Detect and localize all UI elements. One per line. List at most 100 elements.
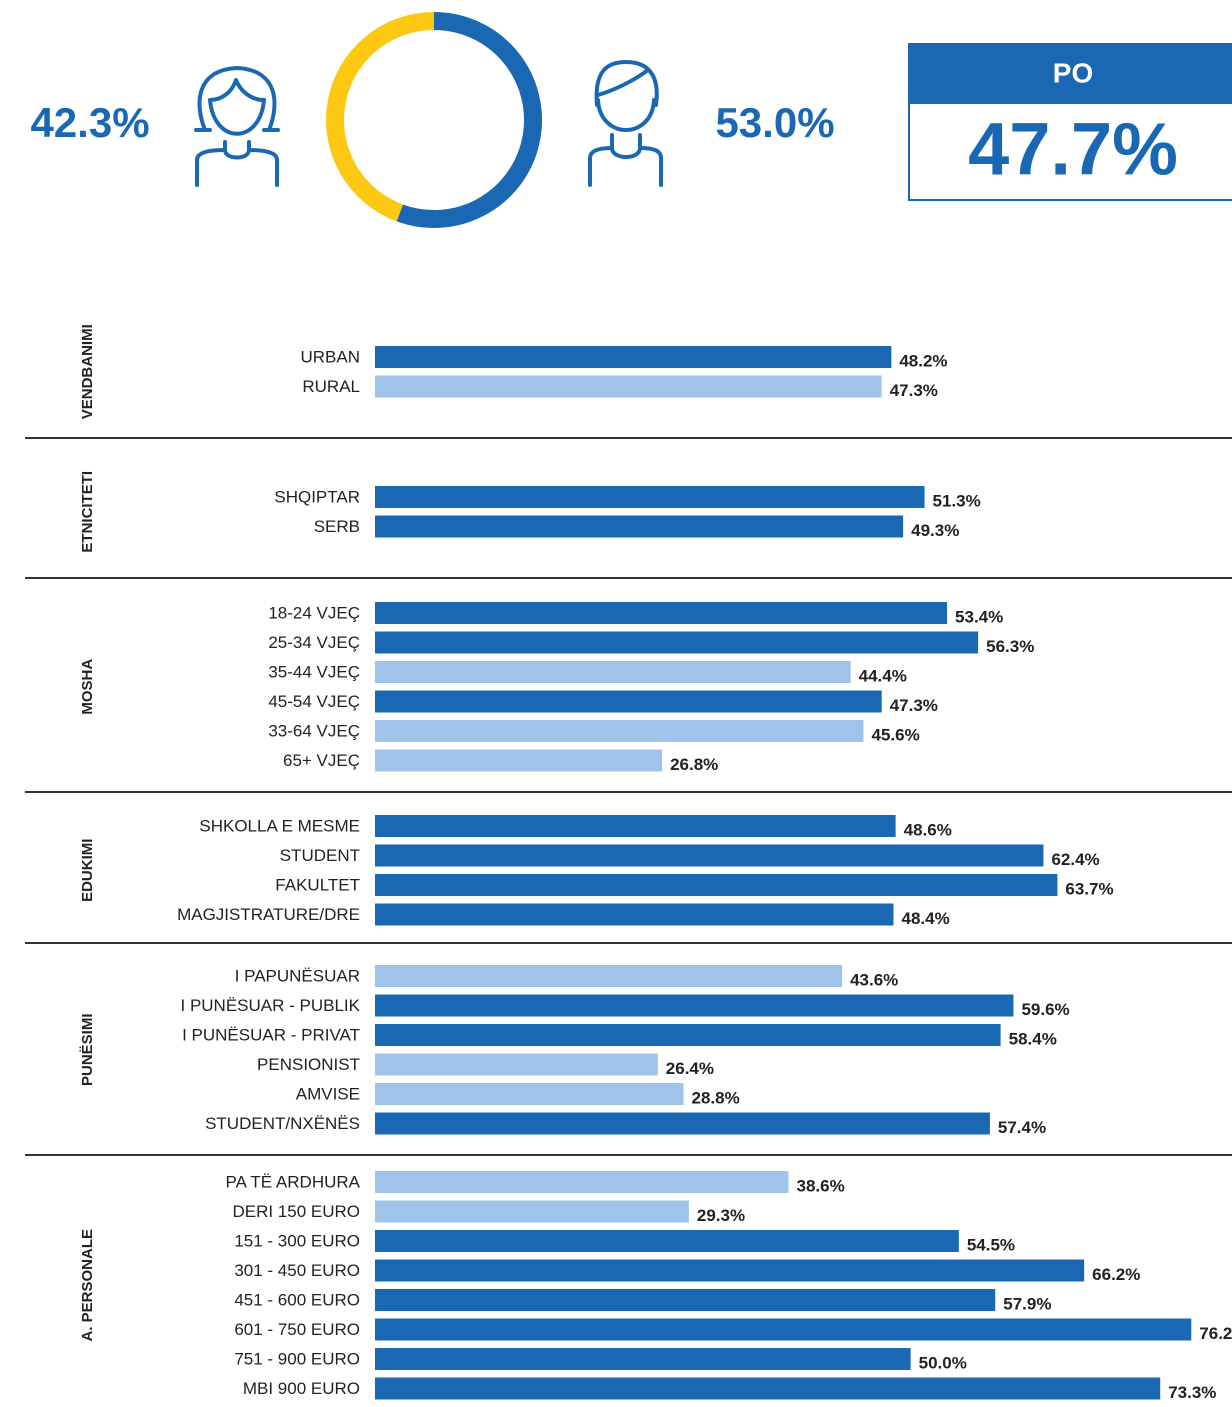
value-label: 73.3% xyxy=(1168,1383,1216,1402)
donut-female xyxy=(326,12,435,222)
bar xyxy=(375,1289,996,1311)
value-label: 62.4% xyxy=(1051,850,1099,869)
category-label: I PAPUNËSUAR xyxy=(235,966,360,985)
value-label: 26.4% xyxy=(666,1059,714,1078)
female-icon xyxy=(194,66,280,187)
bar xyxy=(375,515,904,538)
category-label: 65+ VJEÇ xyxy=(283,751,360,770)
category-label: 601 - 750 EURO xyxy=(234,1320,360,1339)
value-label: 76.2% xyxy=(1199,1324,1232,1343)
bar xyxy=(375,1377,1161,1400)
value-label: 54.5% xyxy=(967,1235,1015,1254)
value-label: 47.3% xyxy=(890,381,938,400)
value-label: 47.3% xyxy=(890,696,938,715)
group-label: PUNËSIMI xyxy=(79,1013,96,1086)
bar xyxy=(375,690,882,713)
bar xyxy=(375,1083,684,1105)
po-box xyxy=(908,104,1232,201)
bar xyxy=(375,720,864,742)
category-label: MAGJISTRATURE/DRE xyxy=(177,905,360,924)
category-label: 45-54 VJEÇ xyxy=(268,692,360,711)
category-label: RURAL xyxy=(302,377,360,396)
category-label: STUDENT/NXËNËS xyxy=(205,1114,360,1133)
group-label: ETNICITETI xyxy=(79,471,96,553)
group-label: MOSHA xyxy=(79,659,96,715)
category-label: 35-44 VJEÇ xyxy=(268,662,360,681)
group-label: VENDBANIMI xyxy=(79,324,96,419)
male-share: 53.0% xyxy=(715,99,834,146)
bar xyxy=(375,602,948,624)
category-label: DERI 150 EURO xyxy=(232,1202,360,1221)
value-label: 57.9% xyxy=(1003,1294,1051,1313)
value-label: 49.3% xyxy=(911,521,959,540)
value-label: 53.4% xyxy=(955,607,1003,626)
category-label: PA TË ARDHURA xyxy=(226,1172,361,1191)
bar xyxy=(375,749,663,772)
bar xyxy=(375,1171,789,1193)
bar xyxy=(375,346,892,368)
bar xyxy=(375,965,843,987)
bar xyxy=(375,1112,990,1135)
value-label: 38.6% xyxy=(797,1176,845,1195)
value-label: 56.3% xyxy=(986,637,1034,656)
bar xyxy=(375,631,979,654)
value-label: 29.3% xyxy=(697,1206,745,1225)
bar xyxy=(375,994,1014,1017)
category-label: I PUNËSUAR - PUBLIK xyxy=(181,996,361,1015)
category-label: SHKOLLA E MESME xyxy=(199,816,360,835)
po-title: PO xyxy=(1053,57,1093,88)
category-label: 301 - 450 EURO xyxy=(234,1261,360,1280)
bar xyxy=(375,815,896,837)
category-label: 33-64 VJEÇ xyxy=(268,721,360,740)
value-label: 45.6% xyxy=(871,725,919,744)
po-header xyxy=(908,43,1232,104)
female-share: 42.3% xyxy=(30,99,149,146)
category-label: MBI 900 EURO xyxy=(243,1379,360,1398)
value-label: 48.6% xyxy=(904,820,952,839)
value-label: 48.2% xyxy=(899,351,947,370)
category-label: 451 - 600 EURO xyxy=(234,1290,360,1309)
bar xyxy=(375,1230,959,1252)
value-label: 66.2% xyxy=(1092,1265,1140,1284)
bar xyxy=(375,874,1058,896)
po-value: 47.7% xyxy=(968,108,1178,191)
bar xyxy=(375,661,851,683)
bar xyxy=(375,1318,1192,1341)
male-icon xyxy=(588,60,663,187)
donut xyxy=(326,12,542,228)
bar xyxy=(375,486,925,508)
value-label: 48.4% xyxy=(901,909,949,928)
bar xyxy=(375,1053,658,1076)
value-label: 44.4% xyxy=(859,666,907,685)
category-label: FAKULTET xyxy=(275,875,360,894)
value-label: 51.3% xyxy=(933,491,981,510)
category-label: PENSIONIST xyxy=(257,1055,360,1074)
bar xyxy=(375,1348,911,1370)
category-label: SERB xyxy=(314,517,360,536)
group-label: EDUKIMI xyxy=(79,839,96,902)
value-label: 63.7% xyxy=(1065,879,1113,898)
bar xyxy=(375,375,882,398)
category-label: 151 - 300 EURO xyxy=(234,1231,360,1250)
value-label: 59.6% xyxy=(1021,1000,1069,1019)
bar xyxy=(375,903,894,926)
value-label: 58.4% xyxy=(1009,1029,1057,1048)
value-label: 43.6% xyxy=(850,970,898,989)
value-label: 50.0% xyxy=(919,1353,967,1372)
category-label: I PUNËSUAR - PRIVAT xyxy=(182,1025,360,1044)
value-label: 26.8% xyxy=(670,755,718,774)
category-label: AMVISE xyxy=(296,1084,360,1103)
category-label: URBAN xyxy=(300,347,360,366)
bar xyxy=(375,1200,689,1223)
bar xyxy=(375,1024,1001,1046)
bar xyxy=(375,1259,1085,1282)
category-label: 18-24 VJEÇ xyxy=(268,603,360,622)
category-label: STUDENT xyxy=(280,846,360,865)
group-label: A. PERSONALE xyxy=(79,1229,96,1342)
value-label: 28.8% xyxy=(692,1088,740,1107)
value-label: 57.4% xyxy=(998,1118,1046,1137)
donut-male xyxy=(396,12,542,228)
bar xyxy=(375,844,1044,867)
